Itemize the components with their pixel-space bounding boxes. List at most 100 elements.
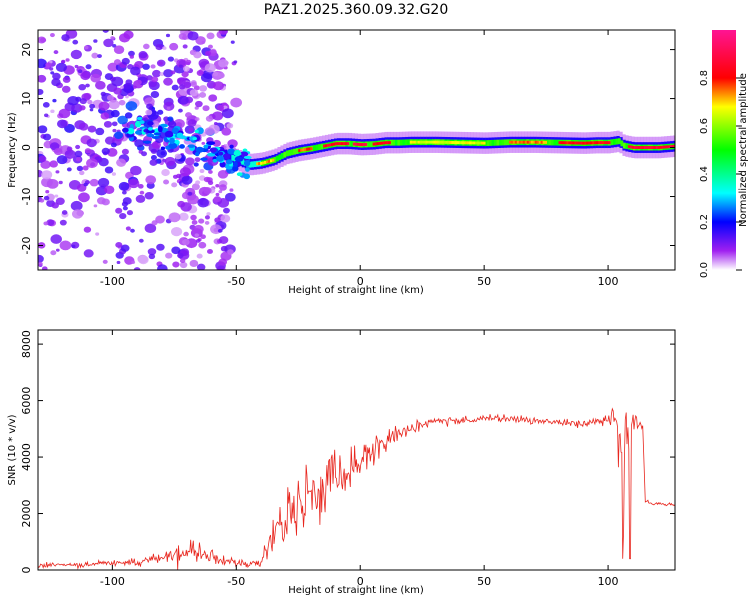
spectrogram-noise-blob	[179, 261, 188, 269]
spectrogram-band-mid	[622, 142, 626, 149]
spectrogram-band-core	[649, 146, 653, 150]
spectrogram-noise-blob	[150, 64, 156, 69]
spectrogram-ridge-blob	[160, 123, 168, 128]
spectrogram-band-core	[635, 146, 639, 150]
spectrogram-band-core	[449, 140, 452, 144]
spectrogram-ridge-blob	[122, 127, 129, 133]
spectrogram-ridge-blob	[142, 140, 152, 144]
spectrogram-band-core	[508, 140, 512, 144]
spectrogram-noise-blob	[75, 144, 81, 150]
spectrogram-band-core	[643, 146, 647, 150]
spectrogram-band-core	[483, 141, 486, 145]
spectrogram-band-core	[302, 148, 305, 152]
spectrogram-noise-blob	[55, 248, 60, 252]
spectrogram-noise-blob	[64, 123, 75, 133]
spectrogram-band-core	[269, 159, 273, 163]
spectrogram-band-core	[344, 142, 348, 146]
snr-x-tick-label: 0	[357, 575, 364, 588]
spectrogram-ridge-blob	[127, 127, 135, 135]
spectrogram-noise-blob	[61, 34, 70, 42]
spectrogram-band-mid	[546, 139, 549, 146]
spectrogram-noise-blob	[183, 65, 190, 72]
spectrogram-noise-blob	[78, 84, 87, 91]
colorbar-tick-label: 0.2	[699, 214, 710, 230]
spectrogram-band-core	[469, 141, 472, 145]
spectrogram-noise-blob	[125, 95, 129, 99]
spectrogram-noise-blob	[217, 170, 229, 179]
spectrogram-noise-blob	[214, 217, 221, 223]
spectrogram-ridge-blob	[176, 132, 184, 139]
spectrogram-band-core	[260, 161, 263, 165]
spectrogram-band-core	[256, 162, 259, 166]
spectrogram-ridge-blob	[169, 137, 175, 145]
spectrogram-band-mid	[613, 138, 616, 145]
spectrogram-noise-blob	[113, 87, 122, 95]
spectrogram-noise-blob	[46, 219, 55, 226]
spectrogram-noise-blob	[187, 31, 199, 41]
spectrogram-noise-blob	[76, 183, 87, 192]
spectrogram-noise-blob	[121, 148, 129, 155]
spectrogram-noise-blob	[149, 159, 158, 166]
spectrogram-band-mid	[392, 139, 396, 146]
spectrogram-noise-blob	[79, 98, 87, 105]
spectrogram-noise-blob	[202, 105, 210, 112]
spectrogram-noise-blob	[157, 109, 164, 115]
spectrogram-noise-blob	[200, 234, 206, 240]
spectrogram-noise-blob	[206, 212, 211, 216]
spectrogram-noise-blob	[80, 71, 91, 81]
spectrogram-band-core	[596, 141, 599, 145]
spectrogram-noise-blob	[212, 71, 219, 77]
spectrogram-band-mid	[248, 161, 252, 168]
spectrogram-band-core	[382, 141, 385, 145]
spectrogram-noise-blob	[85, 83, 90, 88]
spectrogram-noise-blob	[45, 190, 50, 194]
spectrogram-noise-blob	[71, 103, 83, 113]
spectrogram-band-core	[570, 141, 573, 145]
spectrogram-noise-blob	[64, 149, 76, 159]
colorbar-label: Normalized spectral amplitude	[738, 73, 749, 227]
spectrogram-noise-blob	[40, 160, 51, 169]
spectrogram-noise-blob	[197, 197, 209, 208]
spectrogram-noise-blob	[49, 67, 54, 71]
spectrogram-noise-blob	[166, 106, 171, 110]
spectrogram-noise-blob	[218, 236, 229, 244]
spectrogram-noise-blob	[58, 180, 63, 185]
spectrogram-noise-blob	[193, 162, 199, 167]
spectrogram-noise-blob	[191, 183, 200, 191]
spectrogram-ridge-blob	[134, 130, 143, 135]
spectrogram-noise-blob	[191, 220, 198, 225]
spectrogram-noise-blob	[139, 190, 145, 195]
spectrogram-band-core	[655, 146, 659, 150]
spectrogram-ridge-blob	[195, 146, 204, 153]
spectrogram-band-core	[590, 141, 593, 145]
spectrogram-noise-blob	[50, 234, 62, 244]
spectrogram-ridge-blob	[194, 151, 200, 157]
spectrogram-noise-blob	[54, 194, 59, 198]
spectrogram-noise-blob	[79, 105, 86, 111]
spectrogram-band-core	[427, 140, 431, 144]
spectrogram-noise-blob	[118, 181, 130, 191]
spectrogram-band-core	[338, 142, 342, 146]
spectrogram-noise-blob	[179, 167, 191, 177]
spectrogram-noise-blob	[199, 85, 208, 92]
spectrogram-noise-blob	[158, 61, 163, 66]
spectrogram-band-core	[510, 140, 514, 144]
spectrogram-noise-blob	[148, 253, 156, 260]
spectrogram-band-core	[413, 140, 417, 144]
spectrogram-noise-blob	[70, 49, 82, 60]
spectrogram-ridge-blob	[196, 127, 204, 135]
snr-x-tick-label: 100	[598, 575, 619, 588]
spectrogram-ridge-blob	[233, 152, 242, 156]
spectrogram-noise-blob	[78, 122, 89, 131]
spectrogram-noise-blob	[218, 258, 227, 266]
spectrogram-noise-blob	[102, 259, 108, 264]
spectrogram-noise-blob	[195, 100, 203, 108]
snr-x-tick-label: 50	[477, 575, 491, 588]
spectrogram-ridge-blob	[194, 129, 199, 134]
spectrogram-noise-blob	[201, 141, 206, 145]
spectrogram-ridge-blob	[179, 144, 185, 149]
spectrogram-band-core	[639, 146, 643, 150]
spectrogram-band-core	[600, 141, 603, 145]
spectrogram-band-core	[352, 142, 356, 146]
